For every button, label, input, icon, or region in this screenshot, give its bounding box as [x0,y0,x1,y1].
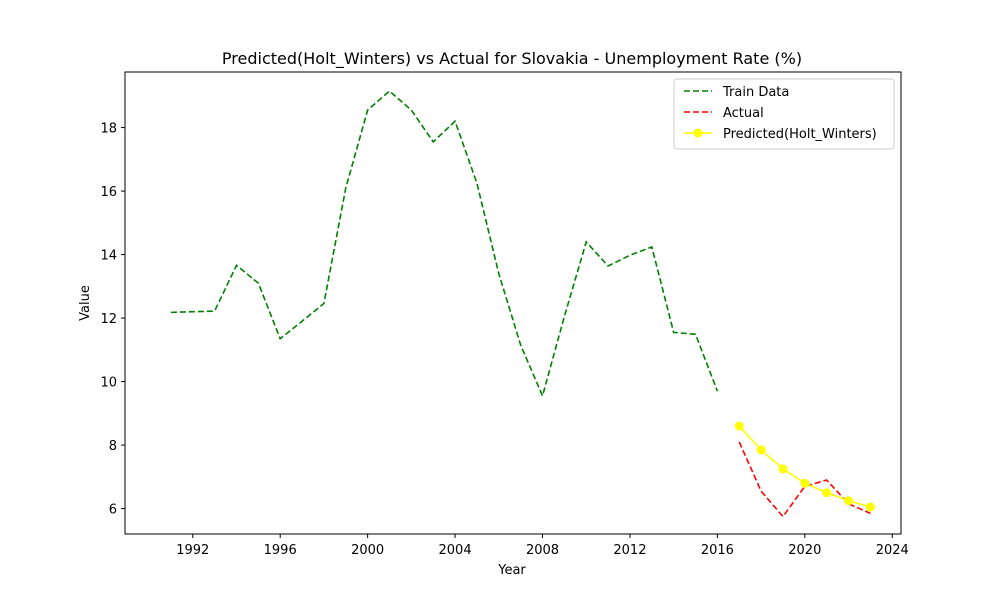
y-tick-label: 14 [100,249,117,264]
series-layer [170,89,875,518]
x-tick-label: 2020 [788,543,821,558]
series-line [170,89,719,399]
series-point [865,502,875,512]
chart-title: Predicted(Holt_Winters) vs Actual for Sl… [222,49,802,69]
x-tick-label: 2008 [526,543,559,558]
legend-marker [693,128,703,138]
x-tick-label: 2024 [876,543,909,558]
x-tick-label: 2004 [439,543,472,558]
x-tick-label: 2016 [701,543,734,558]
series-2 [734,421,875,512]
x-tick-label: 1996 [264,543,297,558]
legend-label: Predicted(Holt_Winters) [723,127,877,142]
plot-area [124,71,902,535]
series-point [778,464,788,474]
y-tick-label: 10 [100,376,117,391]
series-0 [170,89,719,399]
x-tick-label: 2012 [613,543,646,558]
series-point [756,445,766,455]
plot-frame [124,71,902,535]
series-point [734,421,744,431]
y-axis-label: Value [78,285,93,321]
y-tick-label: 16 [100,185,117,200]
legend-label: Actual [723,106,764,121]
x-tick-label: 1992 [176,543,209,558]
x-axis-label: Year [497,563,526,578]
x-axis: 1992 1996 2000 2004 2008 2012 2016 2020 2024 [176,534,909,558]
series-point [844,496,854,506]
y-tick-label: 6 [109,503,117,518]
y-tick-label: 18 [100,122,117,137]
legend: Train Data Actual Predicted(Holt_Winters) [673,78,895,150]
legend-label: Train Data [722,85,789,100]
series-point [800,478,810,488]
y-tick-label: 8 [109,439,117,454]
series-point [822,488,832,498]
y-tick-label: 12 [100,312,117,327]
x-tick-label: 2000 [351,543,384,558]
legend-box [673,78,895,150]
y-axis: 6 8 10 12 14 16 18 [100,122,125,518]
